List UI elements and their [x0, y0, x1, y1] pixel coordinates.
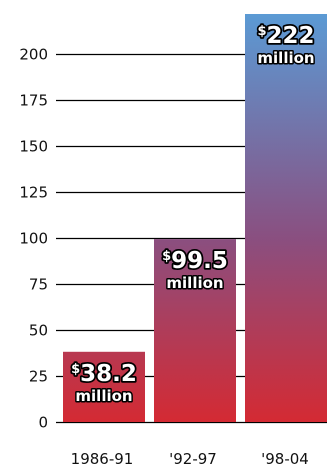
- x-category-label-1: 1986-91: [71, 450, 134, 468]
- bar-1: [63, 351, 145, 422]
- x-axis: 1986-91 '92-97 '98-04: [71, 450, 309, 468]
- data-label-value-1: $38.2: [71, 361, 137, 387]
- y-tick-label-25: 25: [29, 368, 48, 386]
- y-tick-label-200: 200: [19, 46, 48, 64]
- y-tick-label-175: 175: [19, 92, 48, 110]
- y-tick-label-125: 125: [19, 184, 48, 202]
- y-tick-label-150: 150: [19, 138, 48, 156]
- y-axis: 0 25 50 75 100 125 150 175 200: [19, 46, 48, 432]
- data-label-unit-3: million: [257, 49, 314, 67]
- bar-2: [154, 239, 236, 422]
- y-tick-label-0: 0: [38, 414, 48, 432]
- data-label-unit-2: million: [166, 274, 223, 292]
- data-label-unit-1: million: [75, 387, 132, 405]
- bars: [63, 14, 327, 422]
- data-label-value-2: $99.5: [162, 248, 228, 274]
- x-category-label-3: '98-04: [261, 450, 309, 468]
- y-tick-label-50: 50: [29, 322, 48, 340]
- y-tick-label-100: 100: [19, 230, 48, 248]
- data-label-value-3: $222: [257, 23, 314, 49]
- x-category-label-2: '92-97: [169, 450, 217, 468]
- bar-3: [245, 14, 327, 422]
- y-tick-label-75: 75: [29, 276, 48, 294]
